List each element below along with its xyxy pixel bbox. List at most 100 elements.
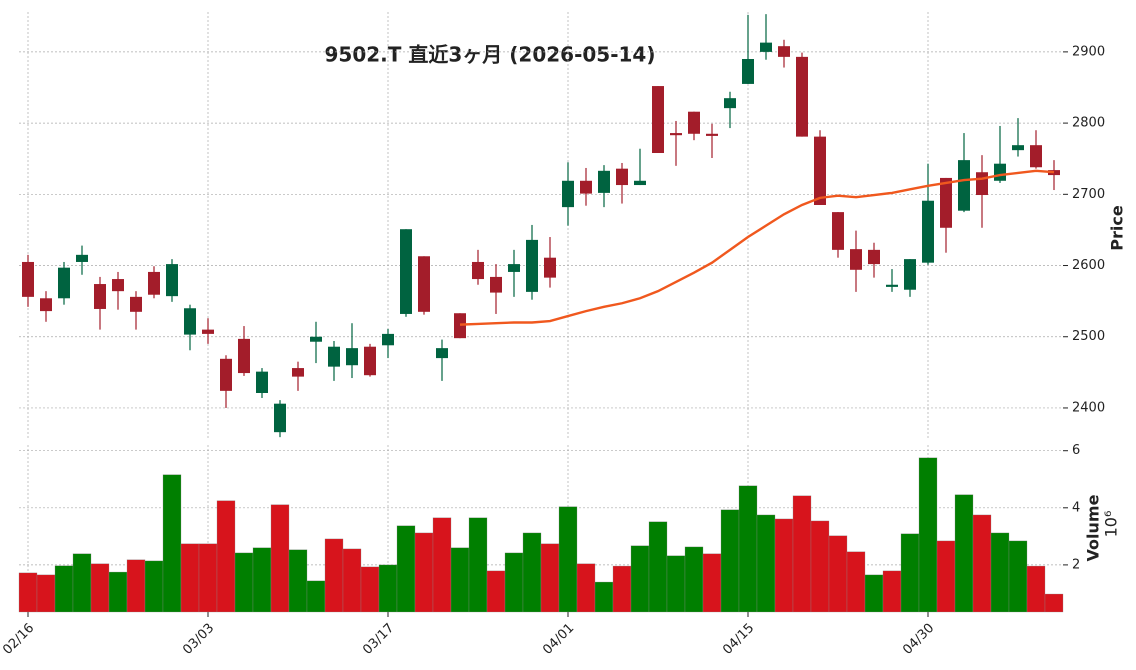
- candle-body: [382, 333, 394, 346]
- volume-bar: [1008, 540, 1028, 613]
- y-tick-label: 2400: [1072, 400, 1105, 415]
- volume-bar: [612, 565, 632, 613]
- volume-bar: [918, 457, 938, 613]
- candle-body: [958, 160, 970, 211]
- candle-body: [220, 358, 232, 391]
- candle-body: [742, 59, 754, 84]
- volume-bar: [702, 553, 722, 613]
- price-axis-label: Price: [1108, 205, 1127, 251]
- volume-bar: [162, 474, 182, 613]
- volume-bar: [576, 563, 596, 613]
- volume-bar: [36, 574, 56, 613]
- volume-bar: [1026, 565, 1046, 613]
- candle-body: [940, 177, 952, 228]
- candle-body: [166, 264, 178, 297]
- candle-body: [274, 403, 286, 433]
- volume-bar: [684, 546, 704, 613]
- volume-bar: [306, 580, 326, 613]
- candle-body: [490, 276, 502, 293]
- candle-body: [346, 348, 358, 366]
- volume-bar: [954, 494, 974, 613]
- candle-body: [922, 200, 934, 263]
- volume-bar: [810, 520, 830, 613]
- candle-body: [58, 267, 70, 299]
- volume-bar: [18, 572, 38, 613]
- volume-axis-label: Volume: [1084, 494, 1103, 561]
- volume-bar: [846, 551, 866, 613]
- y-tick-label: 4: [1072, 500, 1080, 515]
- candle-body: [454, 313, 466, 339]
- candle-body: [94, 284, 106, 309]
- volume-bar: [198, 543, 218, 613]
- candle-body: [634, 180, 646, 186]
- y-tick-label: 2700: [1072, 187, 1105, 202]
- volume-bar: [864, 574, 884, 613]
- volume-bar: [990, 532, 1010, 613]
- x-tick-label: 02/16: [0, 621, 37, 658]
- volume-bar: [468, 517, 488, 613]
- candle-body: [400, 229, 412, 314]
- volume-bar: [558, 506, 578, 613]
- volume-bar: [522, 532, 542, 613]
- volume-bar: [774, 518, 794, 613]
- volume-bar: [486, 570, 506, 613]
- candle-body: [814, 136, 826, 205]
- volume-bar: [540, 543, 560, 613]
- volume-offset-label: 10⁶: [1102, 511, 1121, 538]
- volume-bar: [630, 545, 650, 613]
- volume-bar: [414, 532, 434, 613]
- volume-bar: [450, 547, 470, 613]
- candle-body: [616, 168, 628, 186]
- candle-body: [112, 279, 124, 292]
- chart-title: 9502.T 直近3ヶ月 (2026-05-14): [325, 43, 656, 67]
- volume-bar: [900, 533, 920, 613]
- volume-bar: [720, 509, 740, 613]
- volume-bar: [324, 538, 344, 613]
- candle-body: [472, 261, 484, 280]
- candle-body: [598, 170, 610, 193]
- candle-body: [148, 271, 160, 295]
- volume-bar: [432, 517, 452, 613]
- x-tick-label: 03/03: [180, 621, 217, 658]
- candle-body: [1012, 145, 1024, 151]
- candle-body: [832, 212, 844, 250]
- candle-body: [40, 298, 52, 312]
- y-tick-label: 6: [1072, 443, 1080, 458]
- candle-body: [886, 284, 898, 287]
- volume-bar: [936, 540, 956, 613]
- volume-bar: [360, 566, 380, 613]
- volume-bar: [54, 565, 74, 613]
- candle-body: [850, 249, 862, 270]
- candle-body: [256, 371, 268, 393]
- volume-bar: [378, 564, 398, 613]
- y-tick-label: 2: [1072, 557, 1080, 572]
- candle-body: [292, 368, 304, 377]
- candle-body: [436, 348, 448, 359]
- volume-bar: [252, 547, 272, 613]
- candle-body: [868, 249, 880, 265]
- volume-bar: [90, 563, 110, 613]
- volume-bar: [648, 521, 668, 613]
- candle-body: [22, 261, 34, 297]
- volume-bar: [216, 500, 236, 613]
- candle-body: [706, 133, 718, 136]
- volume-bar: [72, 553, 92, 613]
- y-tick-label: 2600: [1072, 258, 1105, 273]
- candle-body: [994, 163, 1006, 181]
- candle-body: [76, 254, 88, 262]
- volume-bar: [1044, 593, 1064, 613]
- volume-bar: [396, 525, 416, 613]
- candle-body: [184, 308, 196, 335]
- volume-bar: [126, 559, 146, 613]
- candle-body: [508, 264, 520, 272]
- volume-bar: [792, 495, 812, 613]
- candle-body: [724, 98, 736, 109]
- volume-bar: [882, 570, 902, 613]
- candle-body: [904, 259, 916, 290]
- volume-bar: [288, 549, 308, 613]
- volume-bar: [234, 552, 254, 613]
- volume-bar: [738, 485, 758, 613]
- volume-bar: [108, 571, 128, 613]
- volume-bar: [144, 560, 164, 613]
- candle-body: [202, 329, 214, 334]
